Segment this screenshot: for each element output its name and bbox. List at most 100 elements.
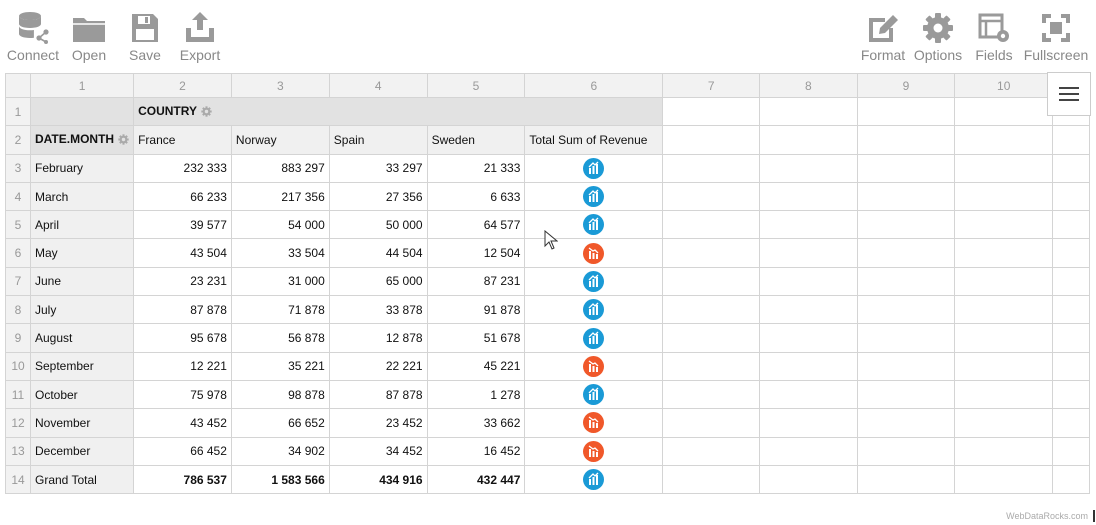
empty-cell[interactable]: [662, 153, 761, 183]
column-number[interactable]: 6: [524, 73, 664, 98]
value-cell[interactable]: 34 902: [230, 436, 330, 466]
open-button[interactable]: Open: [70, 0, 108, 70]
format-button[interactable]: Format: [859, 0, 907, 70]
value-cell[interactable]: 33 662: [426, 408, 526, 438]
value-cell[interactable]: 66 233: [133, 181, 232, 212]
empty-cell[interactable]: [759, 210, 858, 240]
value-cell[interactable]: 434 916: [328, 464, 428, 495]
empty-cell[interactable]: [954, 125, 1054, 155]
fields-button[interactable]: Fields: [973, 0, 1015, 70]
empty-cell[interactable]: [662, 181, 761, 212]
export-button[interactable]: Export: [178, 0, 222, 70]
column-number[interactable]: 10: [954, 73, 1054, 98]
value-cell[interactable]: 35 221: [230, 351, 330, 381]
value-cell[interactable]: 217 356: [230, 181, 330, 212]
empty-cell[interactable]: [1052, 181, 1090, 212]
empty-cell[interactable]: [856, 464, 956, 495]
row-number[interactable]: 4: [5, 181, 31, 212]
empty-cell[interactable]: [856, 379, 956, 410]
country-header[interactable]: Sweden: [426, 125, 526, 155]
empty-cell[interactable]: [1052, 379, 1090, 410]
column-number[interactable]: 5: [426, 73, 526, 98]
empty-cell[interactable]: [759, 408, 858, 438]
empty-cell[interactable]: [662, 351, 761, 381]
kpi-cell[interactable]: [524, 181, 664, 212]
value-cell[interactable]: 43 452: [133, 408, 232, 438]
value-cell[interactable]: 51 678: [426, 323, 526, 353]
value-cell[interactable]: 21 333: [426, 153, 526, 183]
row-number[interactable]: 6: [5, 238, 31, 268]
country-header[interactable]: France: [133, 125, 232, 155]
value-cell[interactable]: 34 452: [328, 436, 428, 466]
grand-total-label[interactable]: Grand Total: [29, 464, 135, 495]
empty-cell[interactable]: [662, 210, 761, 240]
value-cell[interactable]: 56 878: [230, 323, 330, 353]
month-label[interactable]: April: [29, 210, 135, 240]
value-cell[interactable]: 43 504: [133, 238, 232, 268]
row-field-header[interactable]: DATE.MONTH: [29, 125, 135, 155]
fullscreen-button[interactable]: Fullscreen: [1023, 0, 1089, 70]
value-cell[interactable]: 786 537: [133, 464, 232, 495]
kpi-cell[interactable]: [524, 323, 664, 353]
value-cell[interactable]: 91 878: [426, 295, 526, 325]
value-cell[interactable]: 33 504: [230, 238, 330, 268]
value-cell[interactable]: 31 000: [230, 266, 330, 297]
empty-cell[interactable]: [759, 351, 858, 381]
value-cell[interactable]: 232 333: [133, 153, 232, 183]
month-label[interactable]: May: [29, 238, 135, 268]
value-cell[interactable]: 98 878: [230, 379, 330, 410]
column-number[interactable]: 3: [230, 73, 330, 98]
value-cell[interactable]: 75 978: [133, 379, 232, 410]
value-cell[interactable]: 54 000: [230, 210, 330, 240]
empty-cell[interactable]: [856, 238, 956, 268]
empty-cell[interactable]: [954, 238, 1054, 268]
empty-cell[interactable]: [856, 181, 956, 212]
empty-cell[interactable]: [662, 96, 761, 127]
row-number[interactable]: 11: [5, 379, 31, 410]
empty-cell[interactable]: [954, 464, 1054, 495]
save-button[interactable]: Save: [126, 0, 164, 70]
empty-cell[interactable]: [856, 96, 956, 127]
empty-cell[interactable]: [759, 238, 858, 268]
month-label[interactable]: June: [29, 266, 135, 297]
value-cell[interactable]: 1 278: [426, 379, 526, 410]
column-number[interactable]: 2: [133, 73, 232, 98]
empty-cell[interactable]: [856, 125, 956, 155]
empty-cell[interactable]: [856, 210, 956, 240]
column-number[interactable]: 1: [29, 73, 135, 98]
empty-cell[interactable]: [759, 323, 858, 353]
value-cell[interactable]: 33 297: [328, 153, 428, 183]
value-cell[interactable]: 22 221: [328, 351, 428, 381]
empty-cell[interactable]: [1052, 266, 1090, 297]
empty-cell[interactable]: [856, 295, 956, 325]
column-field-header[interactable]: COUNTRY: [133, 96, 664, 127]
row-number[interactable]: 13: [5, 436, 31, 466]
value-cell[interactable]: 64 577: [426, 210, 526, 240]
empty-cell[interactable]: [1052, 238, 1090, 268]
empty-cell[interactable]: [662, 266, 761, 297]
empty-cell[interactable]: [759, 266, 858, 297]
value-cell[interactable]: 6 633: [426, 181, 526, 212]
empty-cell[interactable]: [759, 379, 858, 410]
empty-cell[interactable]: [1052, 436, 1090, 466]
empty-cell[interactable]: [856, 351, 956, 381]
row-number[interactable]: 3: [5, 153, 31, 183]
empty-cell[interactable]: [1052, 210, 1090, 240]
country-header[interactable]: Norway: [230, 125, 330, 155]
empty-cell[interactable]: [662, 436, 761, 466]
kpi-cell[interactable]: [524, 295, 664, 325]
empty-cell[interactable]: [662, 464, 761, 495]
month-label[interactable]: November: [29, 408, 135, 438]
month-label[interactable]: September: [29, 351, 135, 381]
kpi-cell[interactable]: [524, 266, 664, 297]
value-cell[interactable]: 12 221: [133, 351, 232, 381]
value-cell[interactable]: 12 504: [426, 238, 526, 268]
empty-cell[interactable]: [856, 436, 956, 466]
empty-cell[interactable]: [759, 181, 858, 212]
value-cell[interactable]: 66 452: [133, 436, 232, 466]
value-cell[interactable]: 33 878: [328, 295, 428, 325]
month-label[interactable]: October: [29, 379, 135, 410]
value-cell[interactable]: 50 000: [328, 210, 428, 240]
row-number[interactable]: 14: [5, 464, 31, 495]
value-cell[interactable]: 87 878: [133, 295, 232, 325]
